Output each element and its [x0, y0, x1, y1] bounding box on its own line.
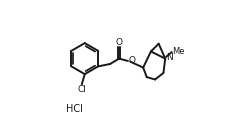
Text: O: O: [116, 38, 123, 47]
Text: Cl: Cl: [77, 85, 86, 94]
Text: O: O: [129, 56, 136, 65]
Text: Me: Me: [172, 47, 185, 56]
Text: N: N: [166, 53, 173, 62]
Text: HCl: HCl: [66, 104, 83, 114]
